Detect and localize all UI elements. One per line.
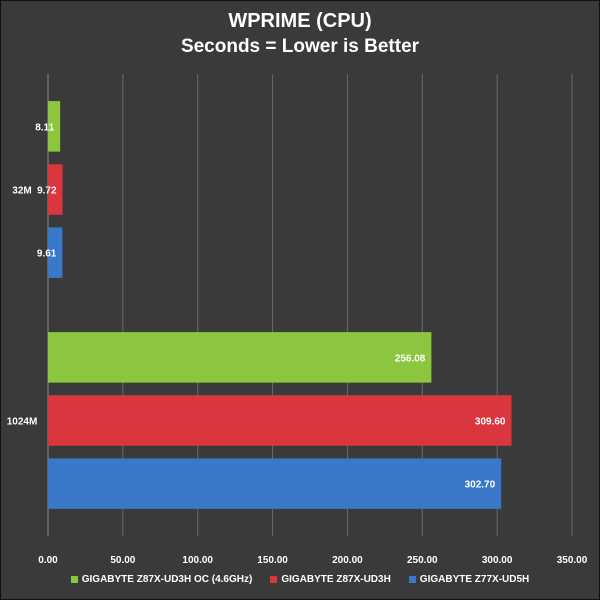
x-tick-label: 200.00	[332, 555, 363, 566]
legend-label: GIGABYTE Z87X-UD3H	[281, 574, 391, 585]
x-tick-label: 150.00	[257, 555, 288, 566]
x-tick-label: 250.00	[407, 555, 438, 566]
x-tick-label: 350.00	[557, 555, 588, 566]
legend-swatch	[408, 576, 416, 583]
data-label: 9.61	[37, 249, 57, 260]
legend-swatch	[270, 576, 278, 583]
x-tick-label: 300.00	[482, 555, 513, 566]
category-label: 1024M	[7, 417, 38, 428]
bar	[48, 458, 502, 509]
legend-item: GIGABYTE Z87X-UD3H OC (4.6GHz)	[70, 574, 253, 585]
category-label: 32M	[12, 186, 31, 197]
legend-label: GIGABYTE Z87X-UD3H OC (4.6GHz)	[81, 574, 253, 585]
legend-swatch	[70, 576, 78, 583]
data-label: 309.60	[475, 417, 506, 428]
chart-title: WPRIME (CPU)	[228, 10, 372, 32]
chart-legend: GIGABYTE Z87X-UD3H OC (4.6GHz) GIGABYTE Z…	[0, 574, 600, 585]
bar	[48, 332, 432, 383]
legend-label: GIGABYTE Z77X-UD5H	[419, 574, 530, 585]
data-label: 9.72	[37, 186, 57, 197]
bar	[48, 164, 63, 215]
bar	[48, 395, 512, 446]
chart-subtitle: Seconds = Lower is Better	[180, 36, 420, 57]
legend-item: GIGABYTE Z87X-UD3H	[270, 574, 391, 585]
data-label: 8.11	[35, 122, 54, 133]
x-tick-label: 100.00	[182, 555, 213, 566]
bar	[48, 101, 61, 152]
data-label: 256.08	[395, 353, 426, 364]
data-label: 302.70	[465, 480, 496, 491]
x-tick-label: 0.00	[38, 555, 58, 566]
bar	[48, 227, 63, 278]
legend-item: GIGABYTE Z77X-UD5H	[408, 574, 530, 585]
x-tick-label: 50.00	[110, 555, 135, 566]
